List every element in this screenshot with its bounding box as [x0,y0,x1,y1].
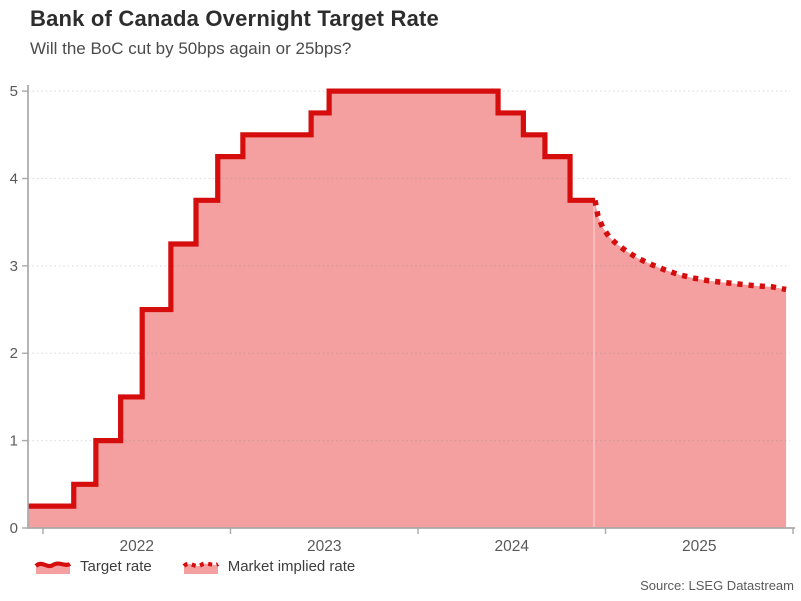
y-axis-label: 5 [10,83,18,100]
market-implied-rate-swatch-icon [182,561,219,574]
legend-item-market-implied-rate: Market implied rate [182,556,356,576]
source-credit: Source: LSEG Datastream [640,578,794,593]
legend-label-market-implied-rate: Market implied rate [227,557,356,575]
y-axis-label: 2 [10,345,18,362]
market-implied-rate-line [592,199,787,293]
legend-label-target-rate: Target rate [80,557,152,575]
x-axis-label: 2025 [682,538,716,555]
target-rate-line [28,88,595,509]
legend: Target rate Market implied rate [34,556,355,576]
y-axis-label: 3 [10,258,18,275]
x-axis-label: 2024 [495,538,530,555]
chart-subtitle: Will the BoC cut by 50bps again or 25bps… [30,39,352,58]
y-axis-label: 1 [10,433,18,450]
y-axis-label: 0 [10,520,18,537]
chart-header: Bank of Canada Overnight Target Rate Wil… [30,6,439,59]
target-rate-swatch-icon [34,561,72,574]
chart-title: Bank of Canada Overnight Target Rate [30,6,439,31]
x-axis-label: 2022 [120,538,154,555]
legend-item-target-rate: Target rate [34,556,152,576]
x-axis-label: 2023 [307,538,341,555]
y-axis-label: 4 [10,170,18,187]
